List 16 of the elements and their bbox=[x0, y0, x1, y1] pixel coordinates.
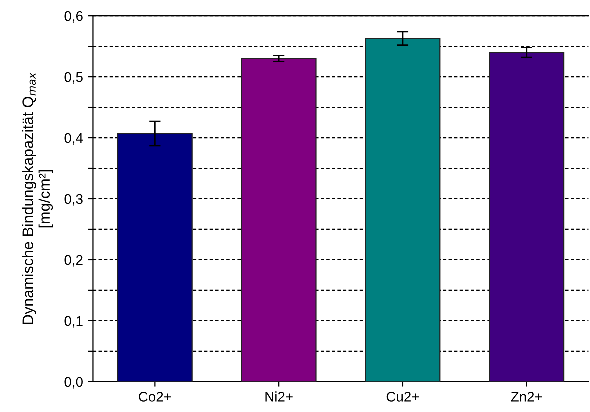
text: Dynamische Bindungskapazität Q$_{max}$ [mg/cm²] bbox=[22, 72, 54, 324]
y-tick-label: 0,3 bbox=[64, 194, 83, 206]
bar bbox=[489, 52, 565, 382]
y-tick-label: 0,5 bbox=[64, 72, 83, 84]
y-tick-label: 0,2 bbox=[64, 255, 83, 267]
bar bbox=[241, 58, 317, 382]
x-tick-label: Co2+ bbox=[139, 392, 172, 402]
x-tick-label: Cu2+ bbox=[386, 392, 420, 402]
bar bbox=[365, 38, 441, 382]
y-tick-label: 0,6 bbox=[64, 11, 83, 23]
x-tick-label: Zn2+ bbox=[511, 392, 542, 402]
y-tick-label: 0,1 bbox=[64, 316, 83, 328]
bar bbox=[117, 133, 193, 382]
x-tick-label: Ni2+ bbox=[266, 392, 293, 402]
y-tick-label: 0,0 bbox=[64, 377, 83, 389]
y-tick-label: 0,4 bbox=[64, 133, 84, 145]
